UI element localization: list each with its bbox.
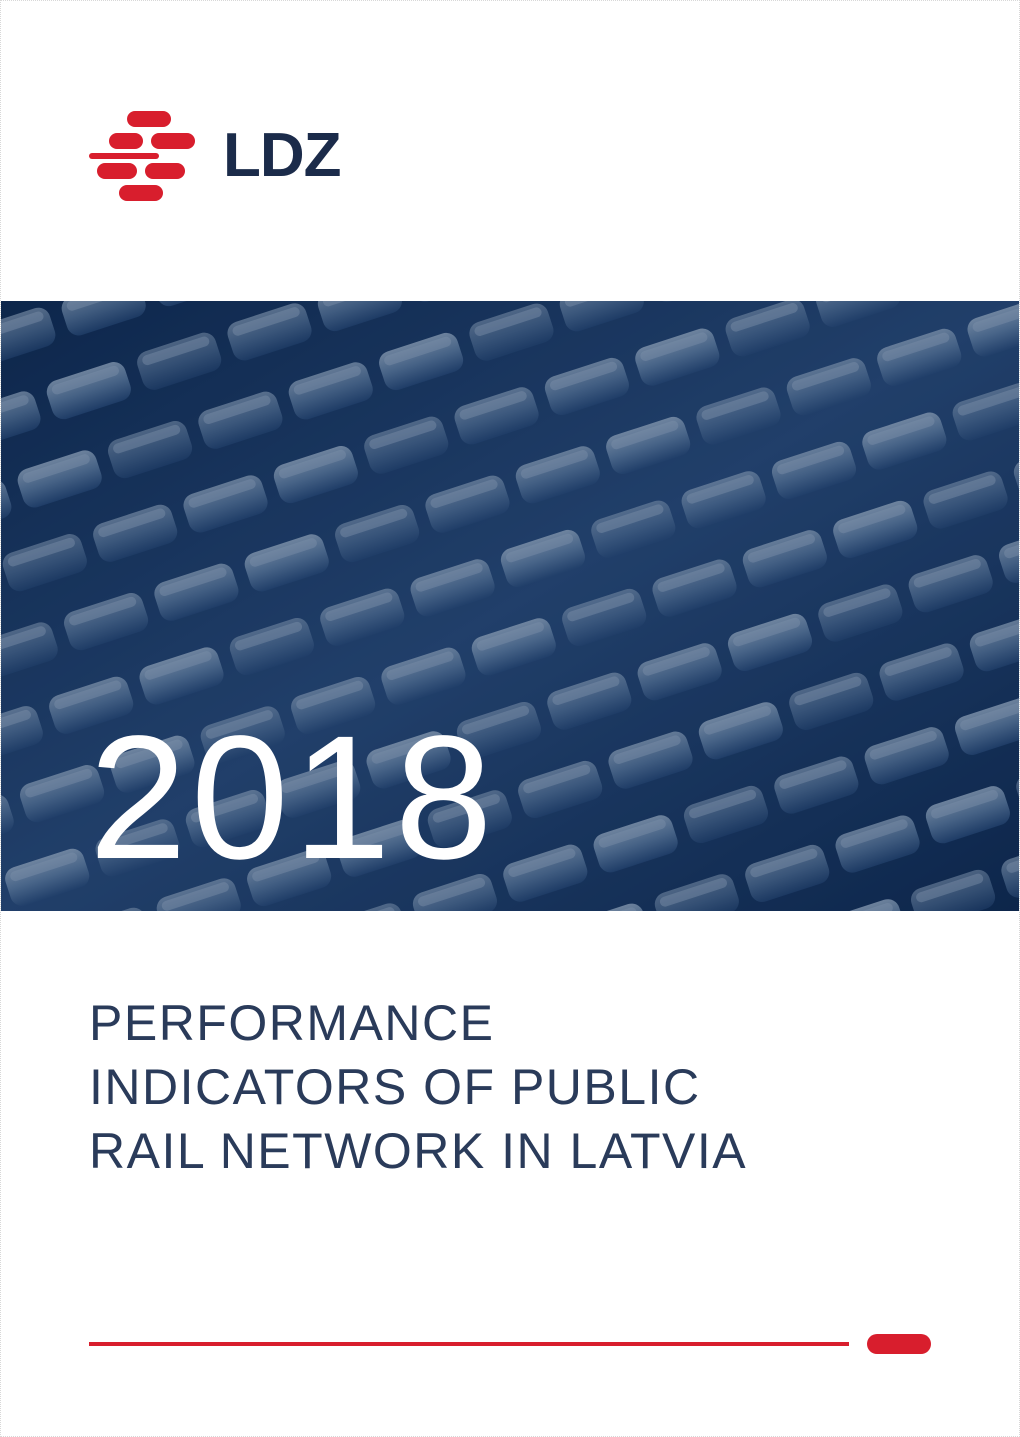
report-title: PERFORMANCEINDICATORS OF PUBLICRAIL NETW… [89, 991, 747, 1183]
bottom-rule [89, 1341, 931, 1346]
report-cover-page: LDZ [0, 0, 1020, 1437]
brand-name: LDZ [223, 125, 341, 187]
report-year: 2018 [89, 710, 497, 886]
report-title-line: INDICATORS OF PUBLIC [89, 1055, 747, 1119]
brand-logo: LDZ [89, 111, 341, 201]
report-title-line: PERFORMANCE [89, 991, 747, 1055]
brand-mark-icon [89, 111, 209, 201]
report-title-line: RAIL NETWORK IN LATVIA [89, 1119, 747, 1183]
bottom-rule-cap-icon [867, 1334, 931, 1354]
bottom-rule-line [89, 1342, 849, 1346]
